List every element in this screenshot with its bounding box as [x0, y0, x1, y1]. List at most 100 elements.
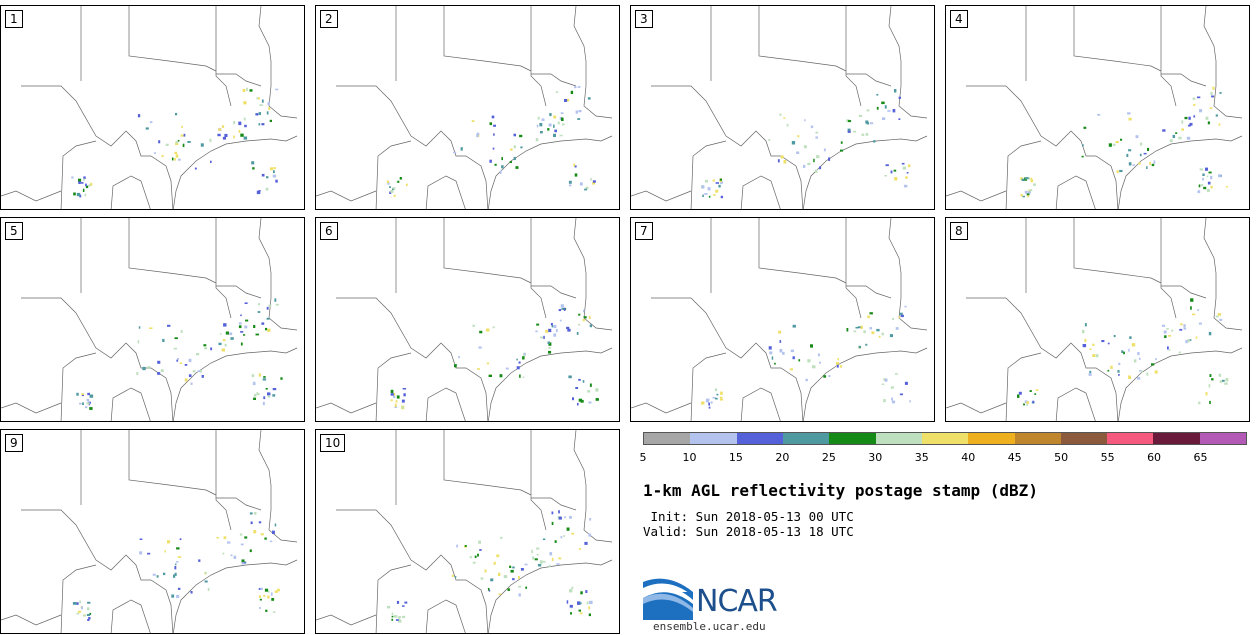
radar-echo: [1133, 359, 1137, 363]
radar-echo: [490, 578, 494, 582]
radar-echo: [1127, 112, 1131, 115]
boundary-line: [336, 85, 489, 209]
radar-echo: [575, 387, 579, 389]
radar-echo: [254, 512, 257, 515]
radar-echo: [174, 572, 177, 576]
radar-echo: [85, 406, 88, 409]
radar-echo: [182, 143, 185, 148]
radar-echo: [240, 314, 242, 317]
radar-echo: [1219, 92, 1222, 94]
radar-echo: [487, 588, 490, 591]
radar-echo: [551, 325, 554, 328]
radar-echo: [492, 326, 495, 329]
radar-echo: [1197, 96, 1201, 99]
radar-echo: [175, 561, 179, 563]
colorbar-swatch: [644, 433, 691, 444]
radar-echo: [1151, 163, 1155, 167]
radar-echo: [522, 356, 525, 360]
radar-echo: [559, 134, 563, 137]
radar-echo: [835, 362, 840, 365]
radar-echo: [76, 612, 80, 615]
colorbar-swatch: [1060, 433, 1108, 444]
radar-echo: [847, 120, 852, 123]
map-background: [1, 218, 298, 421]
radar-echo: [588, 613, 591, 617]
radar-echo: [518, 576, 520, 579]
radar-echo: [704, 193, 708, 195]
radar-echo: [589, 383, 592, 387]
radar-echo: [89, 394, 94, 398]
radar-echo: [493, 124, 496, 127]
radar-echo: [271, 598, 275, 601]
radar-echo: [906, 172, 909, 174]
boundary-line: [802, 347, 928, 421]
radar-echo: [498, 593, 502, 595]
radar-echo: [244, 124, 247, 128]
radar-echo: [1178, 351, 1181, 354]
radar-echo: [549, 113, 552, 117]
radar-echo: [1207, 181, 1211, 185]
radar-echo: [865, 120, 869, 124]
radar-echo: [253, 394, 257, 397]
map-background: [1, 6, 298, 209]
radar-echo: [1178, 136, 1182, 140]
radar-echo: [561, 117, 564, 121]
radar-echo: [1162, 129, 1166, 132]
radar-echo: [589, 518, 592, 521]
radar-echo: [890, 386, 894, 389]
radar-echo: [705, 179, 708, 183]
radar-echo: [253, 397, 256, 400]
radar-echo: [574, 86, 577, 89]
panel-number: 6: [320, 222, 338, 240]
radar-echo: [560, 536, 563, 539]
radar-echo: [1121, 350, 1124, 353]
map-background: [946, 218, 1243, 421]
boundary-line: [966, 297, 1119, 421]
boundary-line: [1117, 135, 1243, 209]
radar-echo: [576, 332, 579, 335]
radar-echo: [865, 343, 868, 346]
radar-echo: [255, 333, 259, 336]
radar-echo: [76, 392, 79, 396]
radar-echo: [78, 181, 81, 184]
radar-echo: [858, 114, 863, 117]
radar-echo: [494, 163, 497, 166]
radar-echo: [1206, 189, 1210, 192]
radar-echo: [885, 164, 889, 167]
radar-echo: [1187, 339, 1190, 343]
boundary-line: [336, 297, 489, 421]
radar-echo: [810, 125, 814, 129]
radar-echo: [548, 123, 552, 127]
boundary-line: [443, 430, 532, 496]
radar-echo: [229, 332, 233, 336]
radar-echo: [269, 119, 272, 122]
radar-echo: [1023, 403, 1025, 406]
boundary-line: [258, 430, 298, 543]
radar-echo: [1135, 135, 1139, 139]
radar-echo: [789, 368, 793, 371]
radar-echo: [1132, 164, 1135, 166]
radar-echo: [1218, 174, 1222, 178]
radar-echo: [251, 161, 255, 165]
colorbar-tick-label: 65: [1193, 451, 1208, 464]
radar-echo: [1209, 107, 1213, 110]
colorbar-swatch: [782, 433, 830, 444]
radar-echo: [260, 587, 263, 590]
radar-echo: [261, 123, 265, 126]
radar-echo: [777, 159, 780, 163]
radar-echo: [165, 143, 169, 146]
radar-echo: [1128, 117, 1132, 121]
radar-echo: [81, 606, 83, 610]
boundary-line: [336, 509, 489, 633]
radar-echo: [184, 378, 188, 382]
radar-echo: [243, 334, 246, 336]
radar-echo: [560, 304, 564, 308]
map-background: [1, 430, 298, 633]
radar-echo: [909, 400, 911, 403]
radar-echo: [221, 348, 225, 352]
radar-echo: [558, 309, 562, 312]
colorbar-tick-label: 20: [775, 451, 790, 464]
radar-echo: [707, 187, 711, 191]
radar-echo: [520, 146, 523, 149]
boundary-line: [846, 73, 892, 87]
